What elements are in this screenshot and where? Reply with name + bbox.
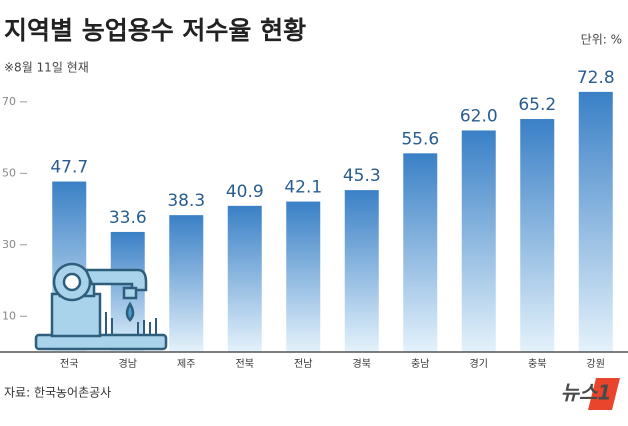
value-label: 62.0 (460, 106, 498, 126)
value-label: 42.1 (284, 178, 322, 198)
value-label: 72.8 (577, 68, 615, 88)
value-label: 45.3 (343, 166, 381, 186)
x-tick-label: 전남 (294, 358, 312, 370)
faucet-illustration (34, 262, 168, 351)
value-label: 40.9 (226, 182, 264, 202)
bar (227, 205, 262, 352)
logo: 뉴스1 (561, 378, 620, 410)
bar (461, 130, 496, 352)
bar-group (52, 91, 613, 353)
value-label: 38.3 (167, 191, 205, 211)
source: 자료: 한국농어촌공사 (4, 386, 111, 400)
bar (344, 190, 379, 352)
subtitle: ※8월 11일 현재 (4, 61, 89, 75)
logo-text: 뉴스1 (561, 381, 612, 405)
bar (286, 201, 321, 352)
x-tick-label: 전국 (60, 358, 78, 370)
x-tick-label: 제주 (177, 358, 195, 370)
x-tick-label: 충남 (411, 358, 429, 370)
x-tick-label: 경남 (119, 357, 137, 370)
bar (169, 215, 204, 352)
x-tick-label: 강원 (587, 358, 605, 370)
y-tick-label: 70 (2, 95, 16, 108)
y-tick-label: 30 (2, 238, 16, 251)
value-label: 33.6 (109, 208, 147, 228)
bar (403, 153, 438, 352)
bar (578, 91, 613, 353)
y-tick-label: 10 (2, 309, 16, 322)
value-label: 47.7 (50, 158, 88, 178)
x-tick-label: 전북 (236, 358, 254, 370)
value-label: 55.6 (401, 129, 439, 149)
value-label: 65.2 (518, 95, 556, 115)
x-tick-label: 경기 (470, 357, 488, 370)
x-tick-label: 경북 (353, 357, 371, 370)
x-tick-label: 충북 (528, 358, 546, 370)
bar (520, 119, 555, 352)
y-tick-label: 50 (2, 166, 16, 179)
chart-title: 지역별 농업용수 저수율 현황 (4, 16, 306, 45)
unit-label: 단위: % (581, 33, 622, 47)
